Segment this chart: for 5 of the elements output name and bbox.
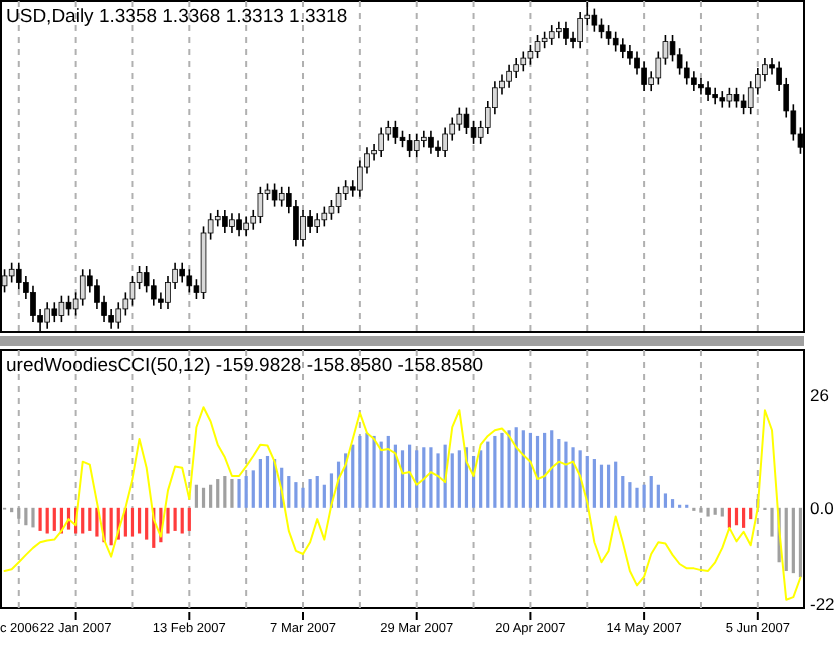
chart-title: USD,Daily 1.3358 1.3368 1.3313 1.3318 xyxy=(6,6,348,28)
chart-title: uredWoodiesCCI(50,12) -159.9828 -158.8580 -158.8580 xyxy=(6,355,484,377)
y-tick-label: 0.0 xyxy=(810,497,835,518)
y-tick-label: 26 xyxy=(810,384,830,405)
y-tick-label: -22 xyxy=(810,593,836,614)
